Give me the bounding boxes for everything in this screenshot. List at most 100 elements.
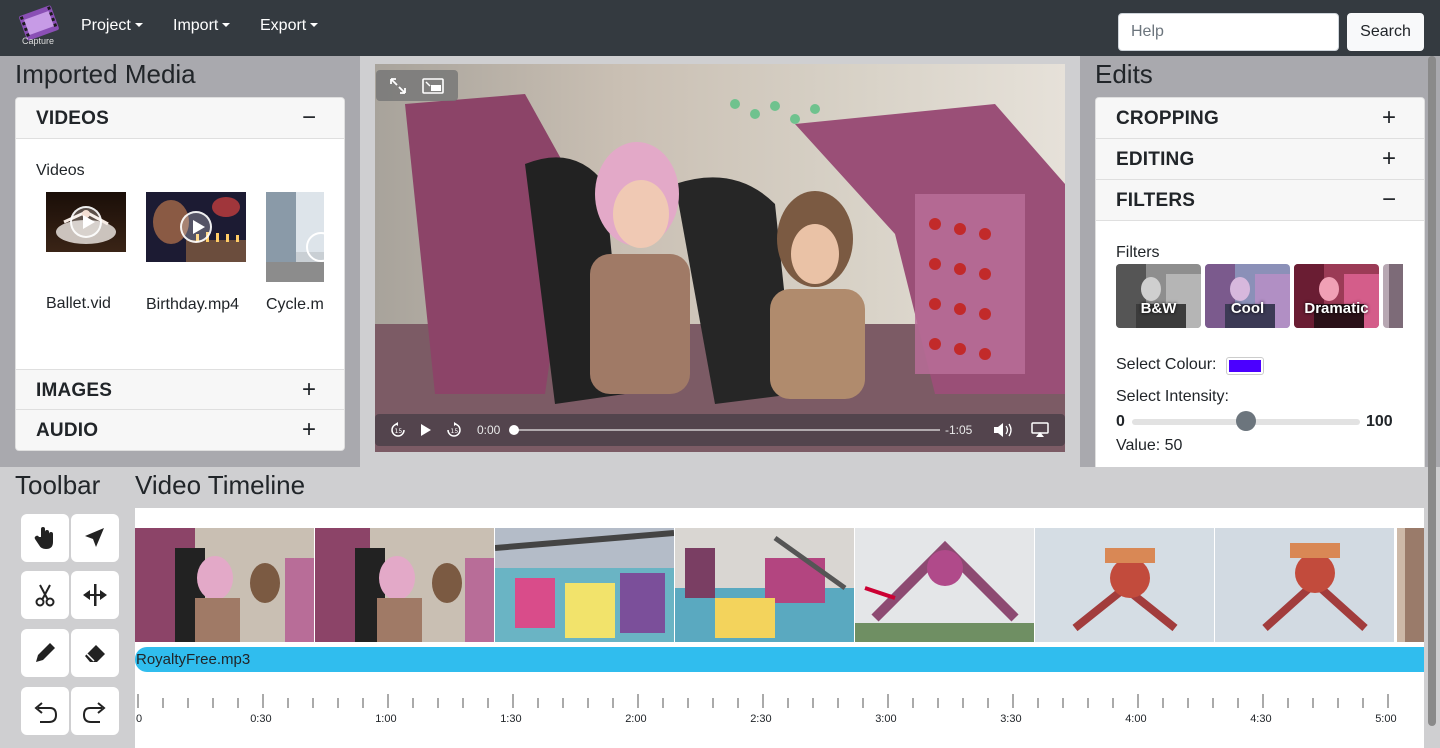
- timeline-frame[interactable]: [315, 528, 494, 642]
- split-tool-button[interactable]: [71, 571, 119, 619]
- cropping-section-header[interactable]: CROPPING +: [1096, 98, 1424, 139]
- timeline-frame[interactable]: [855, 528, 1034, 642]
- timeline-frame[interactable]: [675, 528, 854, 642]
- video-name-birthday: Birthday.mp4: [146, 296, 240, 313]
- frame-image: [1397, 528, 1424, 642]
- frame-image: [495, 528, 674, 642]
- video-timeline[interactable]: RoyaltyFree.mp3 0 0:30 1:00 1:30 2:00 2:30 3:0…: [135, 508, 1424, 748]
- filter-more[interactable]: [1383, 264, 1403, 328]
- edits-title: Edits: [1095, 59, 1153, 89]
- videos-subheading: Videos: [36, 162, 85, 179]
- fullscreen-icon[interactable]: [389, 77, 407, 95]
- help-input[interactable]: [1118, 13, 1339, 51]
- video-frame-image: [375, 64, 1065, 452]
- split-icon: [83, 584, 107, 606]
- airplay-icon[interactable]: [1031, 422, 1049, 438]
- page-scrollbar[interactable]: [1428, 56, 1436, 726]
- media-accordion: VIDEOS − Videos Ballet.vid: [15, 97, 345, 451]
- select-intensity-label: Select Intensity:: [1116, 388, 1229, 405]
- video-thumbnail-ballet[interactable]: [46, 192, 126, 252]
- edits-accordion: CROPPING + EDITING + FILTERS − Filters B…: [1095, 97, 1425, 467]
- project-menu[interactable]: Project: [81, 17, 143, 35]
- collapse-icon: −: [301, 104, 316, 131]
- export-menu[interactable]: Export: [260, 17, 319, 35]
- edits-panel: Edits CROPPING + EDITING + FILTERS − Fil…: [1080, 56, 1440, 467]
- expand-icon: +: [1381, 104, 1396, 131]
- frame-image: [675, 528, 854, 642]
- video-tools: [376, 70, 458, 101]
- video-name-ballet: Ballet.vid: [46, 295, 111, 312]
- ruler-ticks: [137, 694, 1389, 708]
- import-menu[interactable]: Import: [173, 17, 231, 35]
- video-controls: 15 15 0:00 -1:05: [375, 414, 1065, 446]
- intensity-max-label: 100: [1366, 413, 1393, 430]
- cut-tool-button[interactable]: [21, 571, 69, 619]
- redo-button[interactable]: [71, 687, 119, 735]
- video-thumbnail-birthday[interactable]: [146, 192, 246, 262]
- colour-picker[interactable]: [1226, 357, 1264, 375]
- video-name-cycle: Cycle.m: [266, 296, 324, 313]
- undo-icon: [34, 702, 58, 723]
- video-thumbnail-cycle[interactable]: [266, 192, 324, 282]
- filter-dramatic[interactable]: Dramatic: [1294, 264, 1379, 328]
- video-player[interactable]: 15 15 0:00 -1:05: [375, 64, 1065, 452]
- frame-image: [135, 528, 314, 642]
- intensity-min-label: 0: [1116, 413, 1125, 430]
- timeline-frame[interactable]: [1397, 528, 1424, 642]
- pointer-tool-button[interactable]: [71, 514, 119, 562]
- videos-section-header[interactable]: VIDEOS −: [16, 98, 344, 139]
- app-logo-icon[interactable]: [16, 2, 66, 50]
- timeline-ruler[interactable]: 0 0:30 1:00 1:30 2:00 2:30 3:00 3:30 4:00 4:30 5:0…: [135, 686, 1424, 748]
- toolbar-title: Toolbar: [15, 470, 101, 500]
- timeline-frame[interactable]: [135, 528, 314, 642]
- pencil-tool-button[interactable]: [21, 629, 69, 677]
- pencil-icon: [36, 643, 55, 662]
- svg-text:15: 15: [451, 428, 459, 435]
- filters-subheading: Filters: [1116, 244, 1160, 261]
- ruler-time-label: 4:30: [1250, 713, 1272, 725]
- search-button[interactable]: Search: [1347, 13, 1424, 51]
- pointer-icon: [85, 528, 104, 547]
- ruler-time-label: 1:30: [500, 713, 522, 725]
- cool-filter-image: [1205, 264, 1290, 328]
- ruler-time-label: 3:00: [875, 713, 897, 725]
- eraser-tool-button[interactable]: [71, 629, 119, 677]
- images-section-header[interactable]: IMAGES +: [16, 369, 344, 410]
- expand-icon: +: [301, 416, 316, 443]
- svg-text:15: 15: [395, 428, 403, 435]
- undo-button[interactable]: [21, 687, 69, 735]
- audio-track[interactable]: RoyaltyFree.mp3: [135, 647, 1424, 672]
- ruler-time-label: 0: [136, 713, 143, 725]
- logo-text: Capture: [22, 36, 55, 46]
- bottom-area: Toolbar Video Timeline: [0, 467, 1440, 748]
- audio-section-header[interactable]: AUDIO +: [16, 410, 344, 450]
- timeline-frame[interactable]: [495, 528, 674, 642]
- picture-in-picture-icon[interactable]: [422, 78, 444, 94]
- current-time: 0:00: [477, 423, 501, 437]
- editing-section-header[interactable]: EDITING +: [1096, 139, 1424, 180]
- timeline-frame[interactable]: [1035, 528, 1214, 642]
- expand-icon: +: [1381, 145, 1396, 172]
- ruler-time-label: 5:00: [1375, 713, 1397, 725]
- imported-media-panel: Imported Media VIDEOS − Videos Ballet.vi…: [0, 56, 360, 467]
- ruler-time-label: 0:30: [250, 713, 272, 725]
- progress-track[interactable]: [514, 429, 940, 431]
- volume-icon[interactable]: [993, 422, 1015, 438]
- filter-cool[interactable]: Cool: [1205, 264, 1290, 328]
- progress-knob[interactable]: [509, 425, 519, 435]
- play-button-icon[interactable]: [420, 423, 432, 437]
- rewind-15-icon[interactable]: 15: [390, 422, 406, 438]
- ruler-time-label: 1:00: [375, 713, 397, 725]
- filters-section-header[interactable]: FILTERS −: [1096, 180, 1424, 221]
- hand-tool-button[interactable]: [21, 514, 69, 562]
- ruler-time-label: 2:00: [625, 713, 647, 725]
- intensity-slider-knob[interactable]: [1236, 411, 1256, 431]
- imported-media-title: Imported Media: [15, 59, 196, 89]
- frame-image: [1035, 528, 1214, 642]
- timeline-frame[interactable]: [1215, 528, 1394, 642]
- more-filter-image: [1383, 264, 1403, 328]
- filter-bw[interactable]: B&W: [1116, 264, 1201, 328]
- eraser-icon: [85, 645, 105, 662]
- forward-15-icon[interactable]: 15: [446, 422, 462, 438]
- ruler-time-label: 4:00: [1125, 713, 1147, 725]
